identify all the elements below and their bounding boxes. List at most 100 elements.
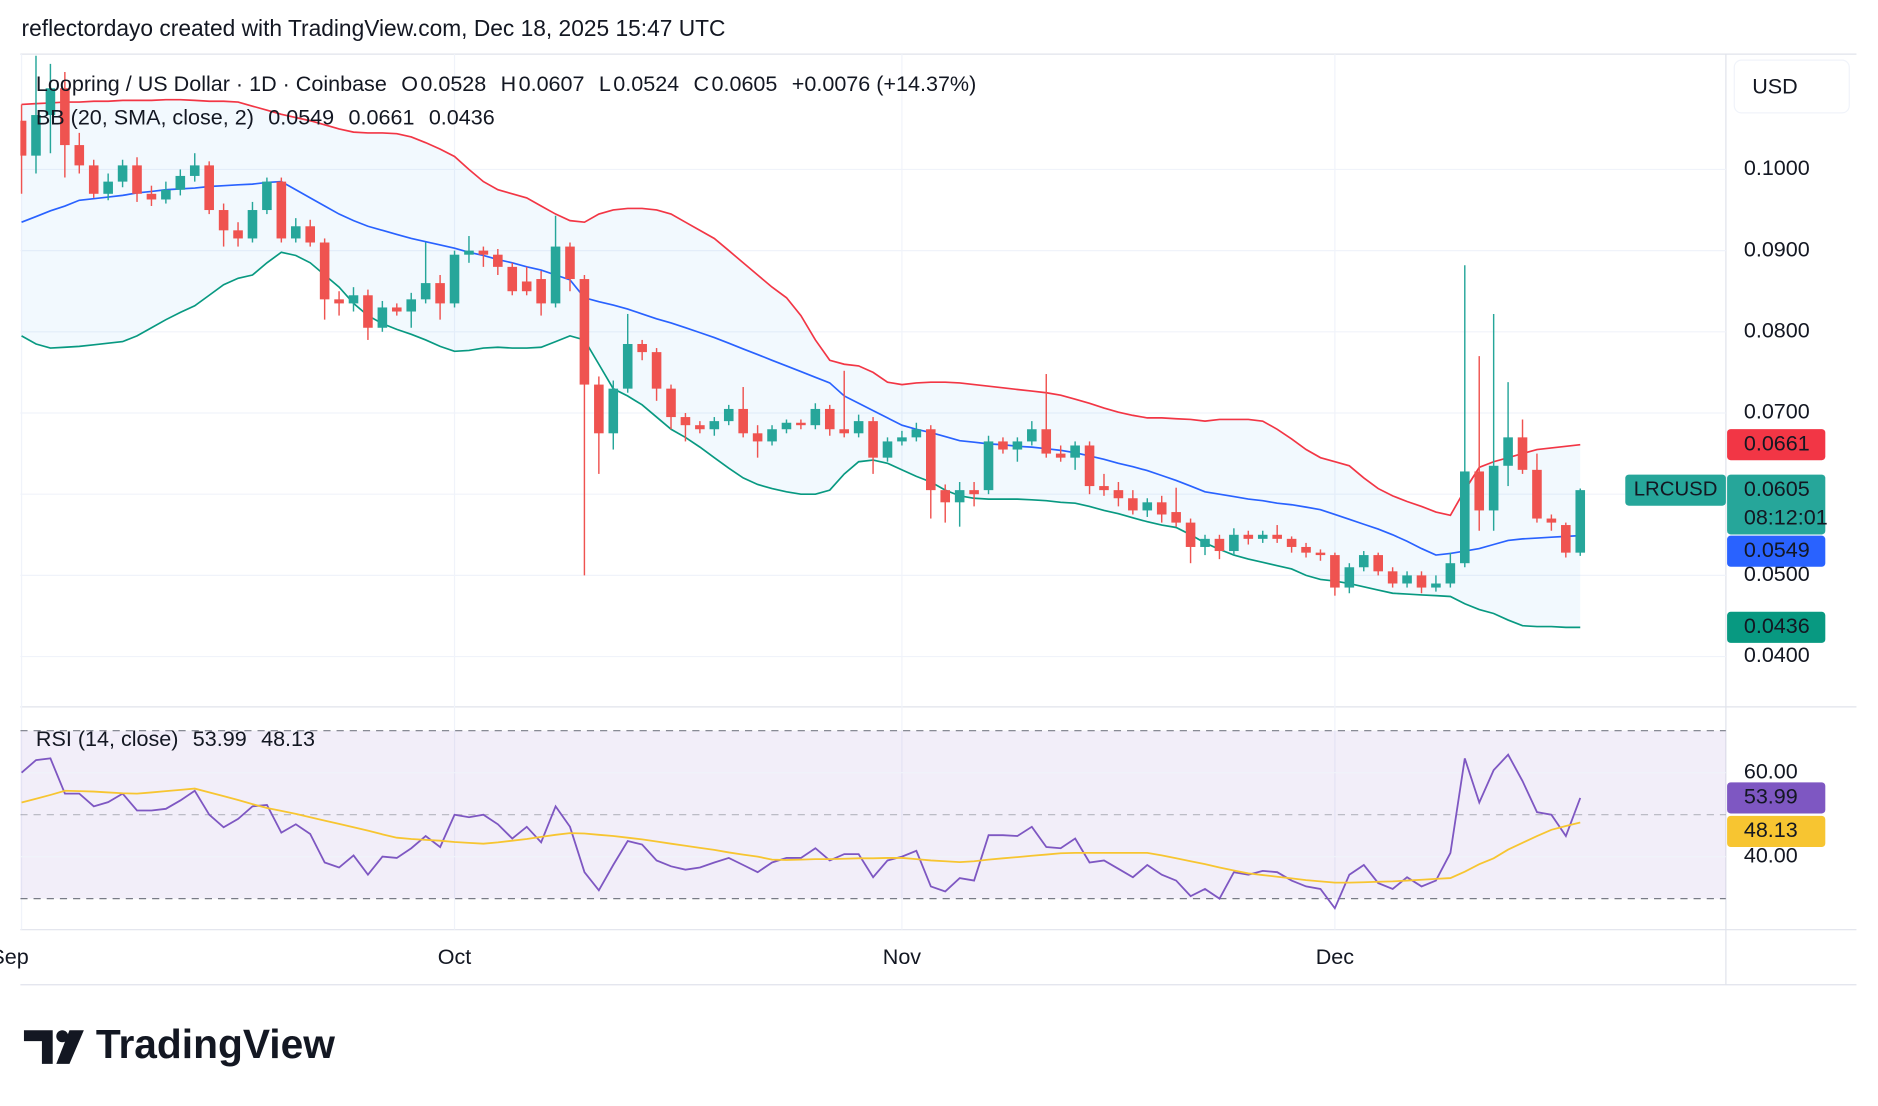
candle-body — [305, 226, 315, 243]
candle-body — [406, 299, 417, 312]
candle-body — [233, 230, 243, 239]
candle-body — [926, 429, 936, 491]
candle-body — [796, 422, 806, 426]
logo-text: TradingView — [96, 1021, 335, 1067]
candle-body — [247, 210, 258, 239]
candle-body — [1575, 490, 1586, 553]
candle-body — [204, 165, 214, 211]
candle-body — [392, 307, 402, 312]
symbol-label: LRCUSD — [1634, 479, 1718, 501]
frame — [20, 53, 1857, 986]
legend-text: H — [501, 71, 517, 96]
logo-dot — [56, 1030, 69, 1043]
candle-body — [911, 429, 922, 438]
candle-body — [1301, 546, 1311, 553]
candle-body — [377, 307, 388, 328]
candle-body — [550, 246, 561, 304]
candle-body — [940, 490, 951, 503]
candle-body — [1012, 441, 1023, 450]
candle-body — [565, 246, 575, 280]
candle-body — [175, 175, 186, 190]
candle-body — [824, 408, 835, 430]
candle-body — [853, 421, 864, 434]
candle-body — [622, 343, 633, 389]
candle-body — [1041, 429, 1052, 454]
candle-body — [1070, 445, 1080, 458]
candle-body — [695, 425, 705, 430]
candle-body — [449, 254, 460, 304]
price-label: 0.0661 — [1744, 430, 1810, 455]
candle-body — [20, 120, 27, 156]
candle-body — [1055, 453, 1066, 458]
plot: SepOctNovDec0.04000.05000.06000.07000.08… — [0, 54, 1828, 969]
candle-body — [1156, 502, 1167, 515]
candle-body — [1185, 522, 1196, 547]
price-label: 53.99 — [1744, 784, 1798, 809]
candle-body — [752, 433, 763, 442]
candle-body — [1445, 563, 1456, 584]
candle-body — [521, 281, 532, 292]
candle-body — [954, 490, 965, 503]
candle-body — [1561, 525, 1571, 553]
candle-body — [435, 283, 445, 304]
candle-body — [1229, 534, 1239, 552]
candle-body — [1431, 583, 1441, 588]
price-label: 0.0549 — [1744, 537, 1810, 562]
x-tick-label: Sep — [0, 944, 29, 969]
candle-body — [608, 388, 619, 434]
candle-body — [1546, 518, 1557, 523]
candle-body — [1257, 534, 1268, 539]
price-label: 0.0436 — [1744, 613, 1810, 638]
candle-body — [478, 250, 489, 255]
candle-body — [1027, 429, 1037, 442]
candle-body — [1488, 465, 1499, 511]
candle-body — [103, 181, 113, 194]
legend-text: RSI (14, close) — [36, 726, 179, 751]
x-tick-label: Nov — [883, 944, 922, 969]
candle-body — [189, 165, 200, 176]
candle-body — [1099, 486, 1109, 491]
candle-body — [983, 441, 994, 491]
currency-label[interactable]: USD — [1752, 73, 1798, 98]
candle-body — [60, 88, 70, 146]
candle-body — [1200, 538, 1210, 547]
candle-body — [1243, 534, 1254, 539]
candle-body — [161, 189, 171, 200]
candle-body — [1084, 445, 1095, 487]
legend-text: 0.0661 — [349, 105, 415, 130]
candle-body — [45, 88, 56, 116]
candle-body — [1214, 538, 1225, 552]
candle-body — [1474, 471, 1485, 511]
candle-body — [1142, 502, 1153, 511]
candle-body — [1402, 575, 1412, 584]
legend-text: 0.0528 — [420, 71, 486, 96]
logo-mark — [23, 1030, 53, 1064]
candle-body — [998, 441, 1008, 450]
currency-button[interactable] — [1733, 59, 1850, 114]
candle-body — [651, 352, 662, 389]
candle-body — [1344, 567, 1355, 588]
candle-body — [74, 145, 85, 166]
candle-body — [132, 165, 142, 194]
y-tick-label: 0.0700 — [1744, 399, 1810, 424]
candle-body — [882, 441, 893, 458]
candle-body — [810, 408, 821, 426]
candle-body — [117, 165, 128, 182]
candle-body — [969, 490, 979, 495]
candle-body — [767, 429, 777, 442]
y-tick-label: 60.00 — [1744, 758, 1798, 783]
x-tick-label: Oct — [438, 944, 472, 969]
legend-text: 48.13 — [261, 726, 315, 751]
candle-body — [1315, 552, 1326, 556]
candle-body — [637, 343, 647, 353]
price-label: 48.13 — [1744, 817, 1798, 842]
price-label-box — [1727, 782, 1826, 814]
price-label-box — [1727, 815, 1826, 848]
candle-body — [666, 388, 676, 418]
candle-body — [363, 295, 373, 328]
legend-text: 0.0605 — [712, 71, 778, 96]
candle-body — [723, 408, 734, 422]
y-tick-label: 0.0400 — [1744, 642, 1810, 667]
